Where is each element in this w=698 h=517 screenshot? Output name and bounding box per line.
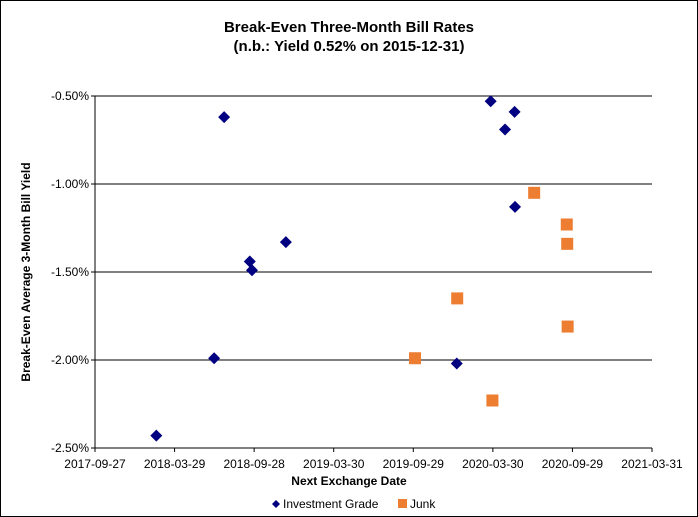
data-point-investment-grade [245,264,258,277]
chart-subtitle: (n.b.: Yield 0.52% on 2015-12-31) [234,38,465,55]
x-tick-label: 2020-03-30 [462,457,524,471]
data-point-investment-grade [218,111,231,124]
x-tick-label: 2021-03-31 [621,457,683,471]
x-tick-label: 2018-03-29 [144,457,206,471]
data-point-junk [409,352,422,365]
y-tick-label: -1.00% [51,177,89,191]
x-axis-label: Next Exchange Date [291,474,407,488]
data-point-investment-grade [450,357,463,370]
data-point-investment-grade [499,123,512,136]
data-point-investment-grade [243,255,256,268]
data-point-investment-grade [279,236,292,249]
legend-marker-junk [398,499,407,508]
y-tick-label: -2.00% [51,353,89,367]
legend-label-investment-grade: Investment Grade [283,497,379,511]
y-tick-label: -0.50% [51,89,89,103]
y-axis-ticks: -0.50% -1.00% -1.50% -2.00% -2.50% [51,89,95,455]
data-points [150,95,574,442]
x-tick-label: 2019-09-29 [383,457,445,471]
legend-label-junk: Junk [410,497,436,511]
data-point-investment-grade [508,105,521,118]
data-point-junk [451,292,464,305]
chart-title: Break-Even Three-Month Bill Rates [224,19,474,36]
x-tick-label: 2018-09-28 [223,457,285,471]
data-point-investment-grade [150,429,163,442]
x-tick-label: 2020-09-29 [542,457,604,471]
data-point-junk [561,320,574,333]
y-tick-label: -1.50% [51,265,89,279]
y-tick-label: -2.50% [51,441,89,455]
y-axis-label: Break-Even Average 3-Month Bill Yield [19,162,33,381]
data-point-investment-grade [208,352,221,365]
data-point-junk [561,237,574,250]
data-point-junk [528,186,541,199]
x-tick-label: 2019-03-30 [303,457,365,471]
legend: Investment Grade Junk [272,497,436,511]
data-point-investment-grade [509,200,522,213]
gridlines [95,95,652,449]
x-tick-label: 2017-09-27 [64,457,126,471]
data-point-junk [560,218,573,231]
x-axis-ticks: 2017-09-27 2018-03-29 2018-09-28 2019-03-30… [64,448,683,471]
data-point-junk [486,394,499,407]
data-point-investment-grade [484,95,497,108]
legend-marker-investment-grade [272,500,280,508]
